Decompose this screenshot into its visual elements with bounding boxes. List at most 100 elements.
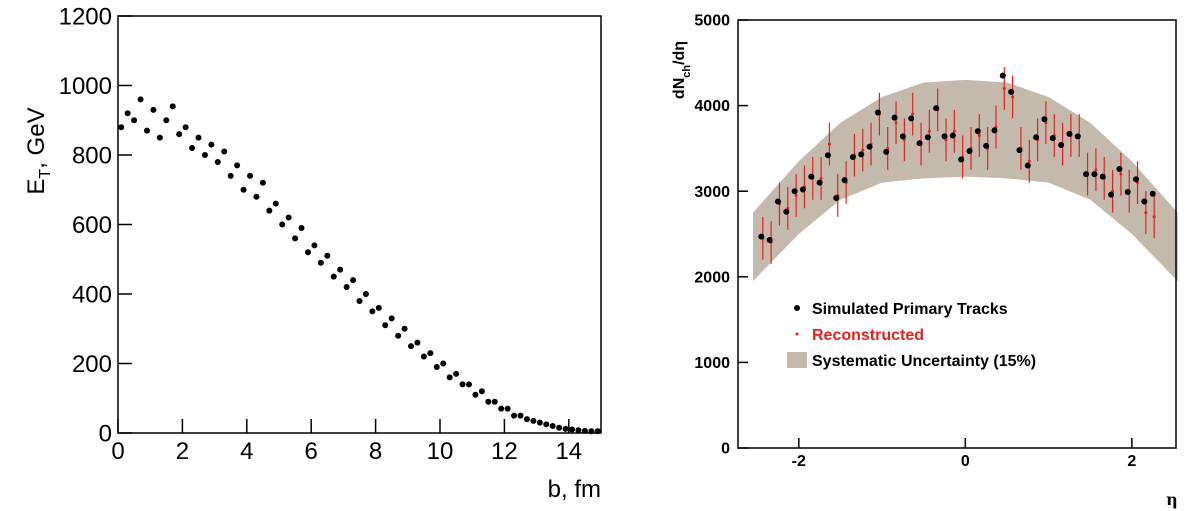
point (143, 127, 150, 134)
sim-point (883, 148, 890, 155)
sim-point (891, 114, 898, 121)
sim-point (1099, 173, 1106, 180)
point (543, 421, 550, 428)
y-tick-label: 3000 (694, 184, 730, 201)
y-tick-label: 800 (72, 142, 112, 169)
point (298, 224, 305, 231)
point (562, 425, 569, 432)
sim-point (783, 208, 790, 215)
sim-point (1149, 190, 1156, 197)
sim-point (1141, 198, 1148, 205)
x-tick-label: 2 (176, 438, 189, 465)
sim-point (966, 147, 973, 154)
reco-point (927, 129, 931, 133)
label-sub: T (37, 169, 54, 179)
point (337, 266, 344, 273)
sim-point (824, 152, 831, 159)
y-tick-label: 1200 (59, 3, 112, 30)
point (234, 162, 241, 169)
reco-point (911, 112, 915, 116)
point (176, 131, 183, 138)
point (356, 297, 363, 304)
point (240, 186, 247, 193)
point (279, 221, 286, 228)
label-main: dN (671, 78, 688, 99)
x-tick-label: 14 (555, 438, 582, 465)
label-sub: ch (681, 65, 693, 78)
point (498, 405, 505, 412)
point (427, 350, 434, 357)
legend-marker (795, 332, 799, 336)
point (472, 391, 479, 398)
point (440, 360, 447, 367)
sim-point (841, 177, 848, 184)
point (465, 381, 472, 388)
reco-point (819, 176, 823, 180)
point (259, 179, 266, 186)
point (375, 304, 382, 311)
point (556, 424, 563, 431)
point (208, 141, 215, 148)
y-tick-label: 5000 (694, 13, 730, 30)
point (575, 427, 582, 434)
point (266, 207, 273, 214)
point (453, 370, 460, 377)
point (433, 363, 440, 370)
sim-point (858, 151, 865, 158)
sim-point (924, 134, 931, 141)
sim-point (949, 132, 956, 139)
point (150, 106, 157, 113)
point (523, 416, 530, 423)
label-rest: /dη (671, 41, 688, 65)
point (189, 145, 196, 152)
y-tick-label: 600 (72, 212, 112, 239)
y-tick-label: 400 (72, 281, 112, 308)
point (163, 117, 170, 124)
x-tick-label: 0 (961, 453, 970, 470)
point (511, 412, 518, 419)
axis-label: ET, GeV (23, 107, 54, 194)
sim-point (1083, 171, 1090, 178)
sim-point (991, 127, 998, 134)
point (317, 259, 324, 266)
plot-frame (737, 19, 1177, 449)
point (227, 172, 234, 179)
point (350, 277, 357, 284)
y-tick-label: 0 (721, 441, 730, 458)
sim-point (874, 109, 881, 116)
x-tick-label: 12 (491, 438, 518, 465)
sim-point (791, 188, 798, 195)
point (330, 273, 337, 280)
label-rest: , GeV (23, 107, 50, 168)
point (131, 117, 138, 124)
point (517, 412, 524, 419)
sim-point (766, 236, 773, 243)
sim-point (1016, 147, 1023, 154)
x-tick-label: 2 (1127, 453, 1136, 470)
reco-point (977, 134, 981, 138)
sim-point (1024, 162, 1031, 169)
sim-point (1041, 116, 1048, 123)
point (304, 249, 311, 256)
sim-point (1108, 191, 1115, 198)
reco-point (1152, 215, 1156, 219)
point (169, 103, 176, 110)
point (156, 134, 163, 141)
sim-point (899, 133, 906, 140)
sim-point (933, 105, 940, 112)
point (408, 343, 415, 350)
errorbar-panel: -2 0 2 0 1000 2000 3000 4000 5000 Systematic Unce… (671, 13, 1178, 509)
point (182, 124, 189, 131)
point (221, 148, 228, 155)
x-tick-label: 4 (240, 438, 253, 465)
point (478, 388, 485, 395)
y-tick-label: 1000 (59, 73, 112, 100)
y-tick-label: 0 (99, 420, 112, 447)
point (401, 325, 408, 332)
sim-point (941, 133, 948, 140)
x-tick-label: 6 (305, 438, 318, 465)
x-tick-label: 0 (111, 438, 124, 465)
y-tick-label: 2000 (694, 269, 730, 286)
